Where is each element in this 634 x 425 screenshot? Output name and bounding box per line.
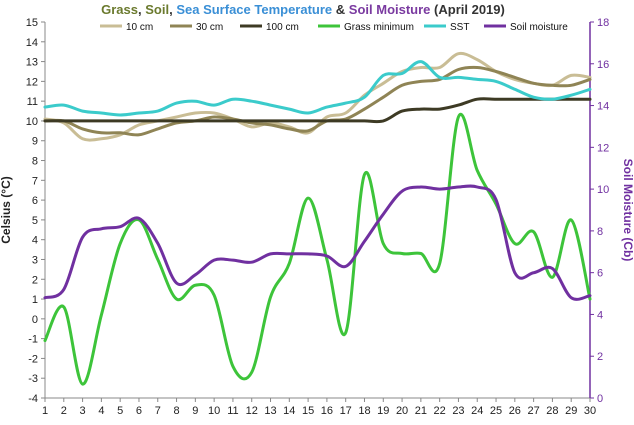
x-tick-label: 23 [452,405,464,417]
title-part: & [332,2,349,17]
legend-label-100-cm: 100 cm [266,22,299,33]
y2-tick-label: 14 [597,101,609,113]
y-tick-label: 10 [26,116,38,128]
y-tick-label: 4 [32,235,38,247]
y2-tick-label: 10 [597,184,609,196]
x-tick-label: 15 [302,405,314,417]
y-tick-label: -2 [28,353,38,365]
x-tick-label: 24 [471,405,483,417]
chart-title: Grass, Soil, Sea Surface Temperature & S… [101,2,505,17]
y-tick-label: 5 [32,215,38,227]
x-tick-label: 12 [246,405,258,417]
x-tick-label: 22 [434,405,446,417]
legend-label-soil-moisture: Soil moisture [510,22,568,33]
y2-tick-label: 2 [597,351,603,363]
x-tick-label: 10 [208,405,220,417]
x-tick-label: 29 [565,405,577,417]
y-tick-label: 15 [26,17,38,29]
x-tick-label: 20 [396,405,408,417]
y2-tick-label: 0 [597,393,603,405]
y2-tick-label: 16 [597,59,609,71]
y-tick-label: 0 [32,314,38,326]
y-tick-label: 3 [32,254,38,266]
series-line-sst [43,60,592,117]
y-tick-label: 11 [27,96,38,108]
y-tick-label: 1 [32,294,38,306]
legend-label-10-cm: 10 cm [126,22,153,33]
x-tick-label: 8 [173,405,179,417]
title-part: Grass [101,2,138,17]
x-tick-label: 25 [490,405,502,417]
x-tick-label: 28 [546,405,558,417]
series-line-soil-moisture [43,184,592,301]
x-tick-label: 11 [227,405,238,417]
y-tick-label: 2 [32,274,38,286]
y-tick-label: 6 [32,195,38,207]
x-tick-label: 13 [264,405,276,417]
x-tick-label: 16 [321,405,333,417]
legend: 10 cm 30 cm 100 cm Grass minimum SST Soil moi… [100,22,568,33]
legend-label-30-cm: 30 cm [196,22,223,33]
x-tick-label: 17 [340,405,352,417]
x-tick-label: 1 [42,405,48,417]
x-tick-label: 21 [415,405,427,417]
axes: -4-3-2-101234567891011121314150246810121… [26,17,610,417]
x-tick-label: 4 [98,405,104,417]
x-tick-label: 26 [509,405,521,417]
y-tick-label: 9 [32,136,38,148]
x-tick-label: 19 [377,405,389,417]
y2-tick-label: 4 [597,309,603,321]
y-tick-label: 13 [26,57,38,69]
x-tick-label: 3 [80,405,86,417]
y-tick-label: -1 [28,334,38,346]
x-tick-label: 7 [155,405,161,417]
y2-tick-label: 6 [597,268,603,280]
y-tick-label: 14 [26,37,38,49]
series-layer [43,51,592,386]
y-tick-label: 8 [32,156,38,168]
x-tick-label: 14 [283,405,295,417]
x-tick-label: 30 [584,405,596,417]
legend-label-grass-minimum: Grass minimum [344,22,414,33]
x-tick-label: 9 [192,405,198,417]
x-tick-label: 6 [136,405,142,417]
x-tick-label: 18 [358,405,370,417]
y2-tick-label: 18 [597,17,609,29]
title-part: (April 2019) [430,2,504,17]
legend-label-sst: SST [450,22,469,33]
x-tick-label: 2 [61,405,67,417]
x-tick-label: 27 [527,405,539,417]
title-part: Soil [145,2,169,17]
y-tick-label: 7 [32,175,38,187]
series-line-30-cm [43,65,592,137]
y-tick-label: 12 [26,76,38,88]
y-tick-label: -3 [28,373,38,385]
series-line-100-cm [43,97,592,124]
title-part: Sea Surface Temperature [176,2,332,17]
x-tick-label: 5 [117,405,123,417]
title-part: , [138,2,145,17]
y2-tick-label: 8 [597,226,603,238]
title-part: , [169,2,176,17]
title-part: Soil Moisture [349,2,431,17]
y-axis-label: Celsius (°C) [0,176,13,243]
y-tick-label: -4 [28,393,38,405]
y2-axis-label: Soil Moisture (Cb) [621,159,634,262]
y2-tick-label: 12 [597,142,609,154]
